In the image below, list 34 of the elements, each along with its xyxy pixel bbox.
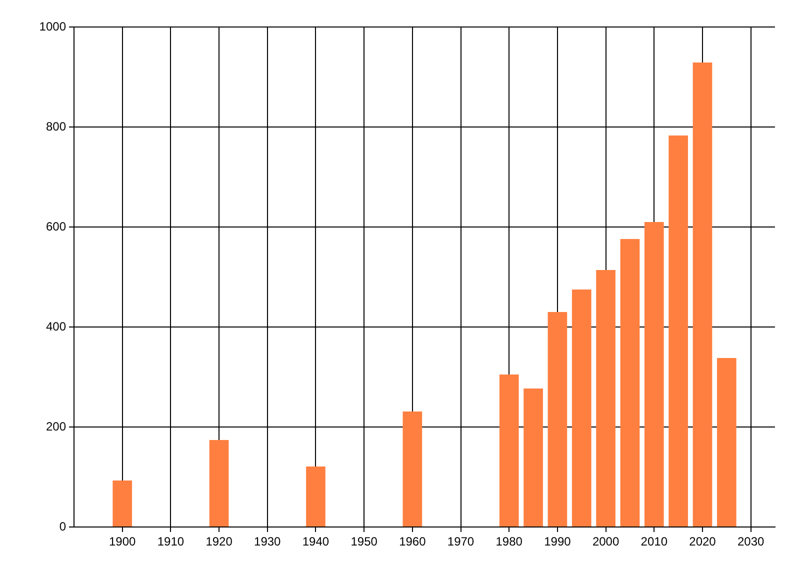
y-tick-label: 1000 bbox=[39, 19, 66, 34]
bar bbox=[209, 440, 229, 526]
bar bbox=[306, 466, 326, 526]
bar bbox=[112, 480, 132, 526]
bar bbox=[620, 239, 640, 526]
x-tick-label: 1970 bbox=[447, 534, 474, 549]
x-tick-label: 1910 bbox=[157, 534, 184, 549]
y-tick-label: 0 bbox=[59, 519, 66, 534]
bar bbox=[596, 270, 616, 526]
x-tick-label: 1980 bbox=[496, 534, 523, 549]
y-tick-label: 600 bbox=[46, 219, 66, 234]
x-tick-label: 1990 bbox=[544, 534, 572, 549]
x-tick-label: 2030 bbox=[737, 534, 764, 549]
y-tick-label: 200 bbox=[46, 419, 66, 434]
x-tick-label: 1950 bbox=[350, 534, 378, 549]
x-tick-label: 1900 bbox=[108, 534, 136, 549]
bar bbox=[668, 136, 688, 526]
x-tick-label: 2000 bbox=[592, 534, 620, 549]
bar bbox=[524, 388, 543, 526]
bar bbox=[499, 374, 519, 526]
bar bbox=[692, 62, 712, 526]
x-tick-label: 2020 bbox=[689, 534, 716, 549]
y-tick-label: 400 bbox=[46, 319, 66, 334]
x-tick-label: 1930 bbox=[254, 534, 282, 549]
bar bbox=[716, 358, 736, 526]
x-tick-label: 1940 bbox=[302, 534, 330, 549]
bar bbox=[402, 412, 422, 526]
bar bbox=[572, 290, 592, 526]
x-tick-label: 1960 bbox=[399, 534, 426, 549]
x-tick-label: 1920 bbox=[206, 534, 233, 549]
bar bbox=[548, 312, 568, 526]
x-tick-label: 2010 bbox=[640, 534, 668, 549]
y-tick-label: 800 bbox=[46, 119, 66, 134]
bar bbox=[644, 222, 664, 526]
